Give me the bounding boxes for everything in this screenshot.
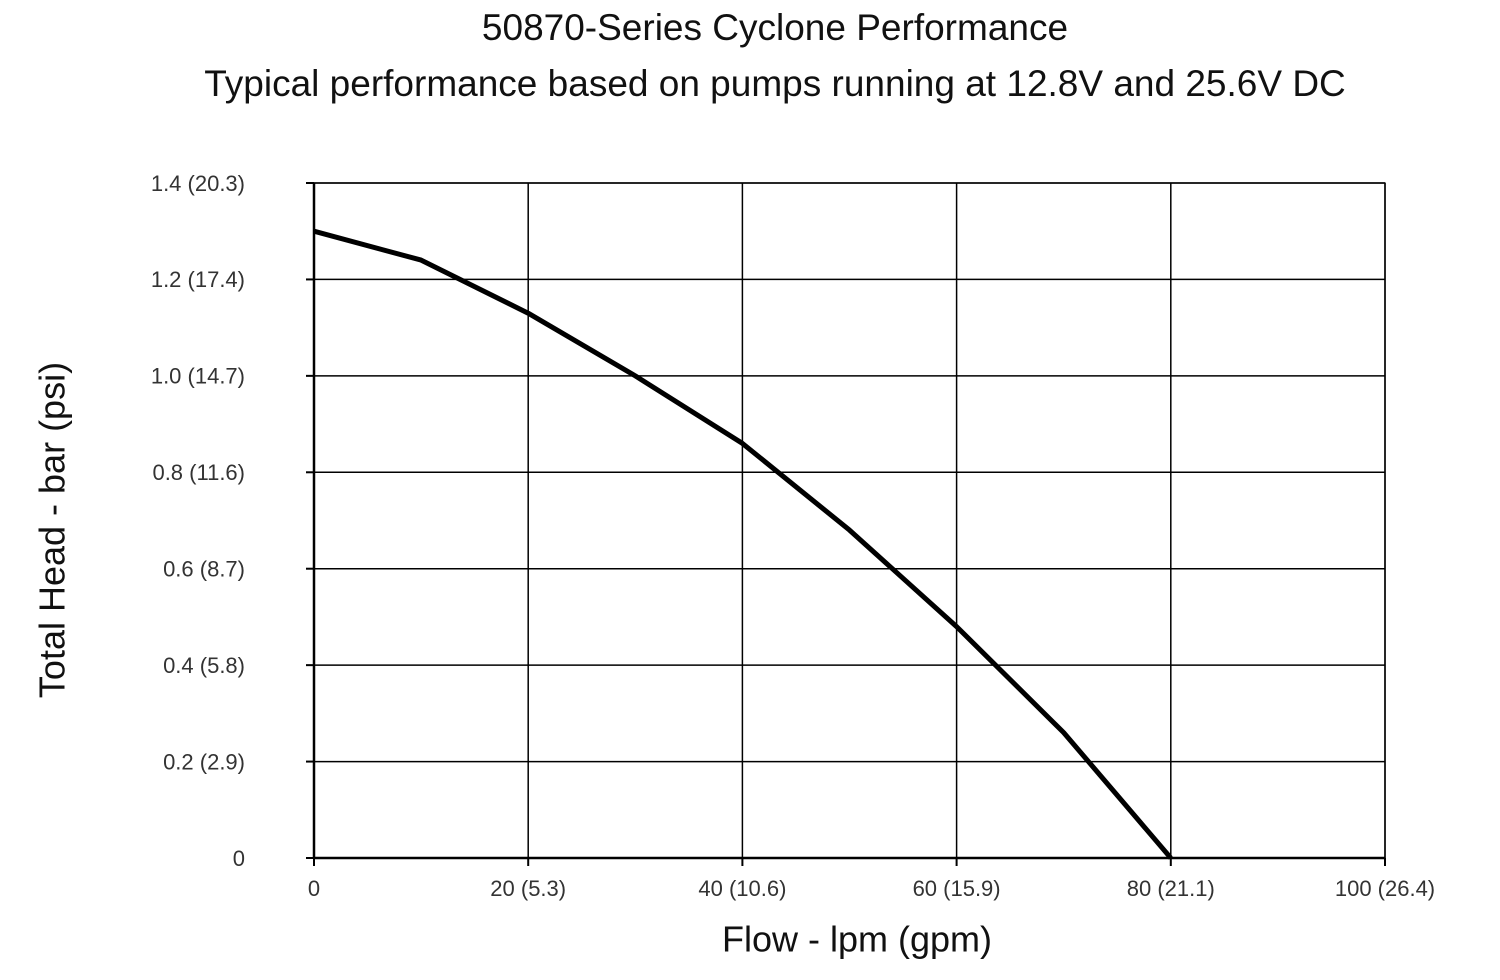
y-tick-label: 0 <box>233 846 245 871</box>
y-tick-label: 0.6 (8.7) <box>163 557 245 582</box>
x-tick-label: 80 (21.1) <box>1127 876 1215 901</box>
y-tick-label: 1.2 (17.4) <box>151 267 245 292</box>
x-tick-label: 40 (10.6) <box>698 876 786 901</box>
x-tick-label: 20 (5.3) <box>490 876 566 901</box>
x-tick-label: 100 (26.4) <box>1335 876 1435 901</box>
chart-title: 50870-Series Cyclone Performance <box>482 7 1068 48</box>
x-tick-label: 60 (15.9) <box>913 876 1001 901</box>
y-tick-label: 1.0 (14.7) <box>151 364 245 389</box>
line <box>313 228 1173 860</box>
x-axis-label: Flow - lpm (gpm) <box>722 919 992 960</box>
y-tick-label: 0.2 (2.9) <box>163 749 245 774</box>
y-tick-label: 0.8 (11.6) <box>152 460 245 485</box>
y-tick-label: 1.4 (20.3) <box>151 171 245 196</box>
chart-subtitle: Typical performance based on pumps runni… <box>204 63 1346 104</box>
x-tick-label: 0 <box>308 876 320 901</box>
y-axis-label: Total Head - bar (psi) <box>32 362 73 698</box>
y-tick-label: 0.4 (5.8) <box>163 653 245 678</box>
